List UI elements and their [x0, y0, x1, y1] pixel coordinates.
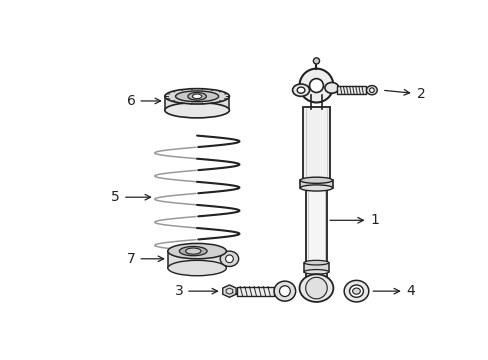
Ellipse shape	[292, 84, 309, 96]
Bar	[164, 96, 229, 110]
Text: 4: 4	[372, 284, 414, 298]
Bar	[337, 86, 366, 94]
Bar	[304, 263, 328, 272]
Ellipse shape	[192, 94, 202, 99]
Ellipse shape	[220, 251, 238, 266]
Ellipse shape	[300, 185, 332, 191]
Text: 1: 1	[329, 213, 379, 227]
Text: 7: 7	[126, 252, 163, 266]
Ellipse shape	[167, 243, 226, 259]
Ellipse shape	[299, 274, 333, 302]
Ellipse shape	[185, 248, 201, 254]
Text: 2: 2	[384, 87, 425, 101]
Ellipse shape	[164, 103, 229, 118]
Ellipse shape	[187, 93, 206, 100]
Ellipse shape	[300, 177, 332, 183]
Bar	[237, 287, 274, 296]
Ellipse shape	[313, 58, 319, 64]
Ellipse shape	[366, 86, 377, 95]
Ellipse shape	[175, 91, 218, 102]
Ellipse shape	[305, 277, 326, 299]
Ellipse shape	[274, 281, 295, 301]
Ellipse shape	[304, 270, 328, 274]
Ellipse shape	[324, 82, 338, 93]
Text: 3: 3	[174, 284, 217, 298]
Ellipse shape	[225, 255, 233, 263]
Ellipse shape	[309, 78, 323, 93]
Ellipse shape	[179, 247, 207, 256]
Bar	[305, 188, 326, 270]
Ellipse shape	[279, 286, 290, 297]
Bar	[300, 180, 332, 188]
Ellipse shape	[164, 89, 229, 104]
Ellipse shape	[349, 285, 363, 297]
Ellipse shape	[308, 280, 324, 296]
Ellipse shape	[352, 288, 360, 294]
Text: 6: 6	[126, 94, 160, 108]
Ellipse shape	[304, 260, 328, 265]
Ellipse shape	[299, 69, 333, 103]
Ellipse shape	[297, 87, 305, 93]
Ellipse shape	[167, 260, 226, 276]
Ellipse shape	[369, 88, 373, 93]
Ellipse shape	[344, 280, 368, 302]
Polygon shape	[223, 285, 236, 297]
Bar	[302, 107, 329, 186]
Bar	[167, 251, 226, 268]
Text: 5: 5	[111, 190, 150, 204]
